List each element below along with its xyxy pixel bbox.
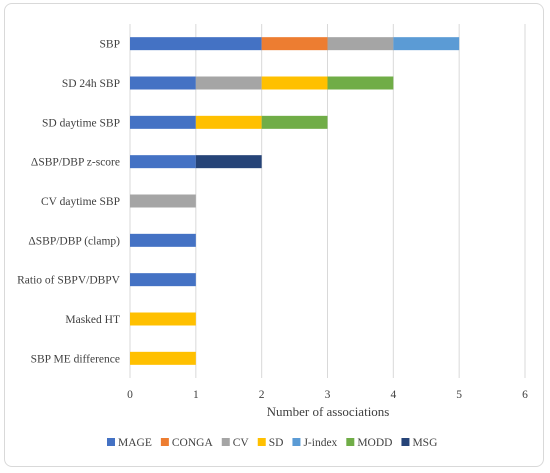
bar-segment-sd — [195, 115, 262, 129]
bar-segment-msg — [195, 155, 262, 169]
legend-label: MAGE — [118, 437, 152, 449]
x-tick-label-3: 3 — [325, 389, 331, 401]
legend-label: CV — [233, 437, 250, 449]
bar-segment-conga — [261, 37, 328, 51]
bar-segment-modd — [261, 115, 328, 129]
bar-segment-sd — [261, 76, 328, 90]
category-label: Ratio of SBPV/DBPV — [17, 275, 121, 287]
legend-swatch — [401, 438, 410, 446]
x-tick-label-1: 1 — [193, 389, 199, 401]
category-label: ΔSBP/DBP (clamp) — [28, 235, 120, 247]
bar-segment-cv — [327, 37, 394, 51]
bar-segment-j-index — [393, 37, 460, 51]
x-tick-label-0: 0 — [127, 389, 133, 401]
bar-segment-mage — [130, 76, 196, 90]
bar-segment-cv — [130, 194, 196, 208]
bar-segment-mage — [130, 37, 262, 51]
bar-segment-mage — [130, 155, 196, 169]
x-tick-label-4: 4 — [390, 389, 396, 401]
legend-label: MODD — [357, 437, 392, 449]
legend-label: MSG — [412, 437, 437, 449]
x-tick-label-5: 5 — [456, 389, 462, 401]
category-label: ΔSBP/DBP z-score — [31, 157, 120, 169]
legend-swatch — [221, 438, 230, 446]
bar-segment-mage — [130, 273, 196, 287]
category-label: SBP ME difference — [31, 353, 120, 365]
legend-label: CONGA — [172, 437, 214, 449]
legend-label: J-index — [303, 437, 337, 449]
category-label: SBP — [100, 39, 120, 51]
x-tick-labels: 0 1 2 3 4 5 6 — [127, 389, 528, 401]
bar-segment-cv — [195, 76, 262, 90]
category-label: SD daytime SBP — [42, 117, 120, 129]
bar-segment-sd — [130, 312, 196, 326]
bars — [130, 37, 460, 365]
legend-swatch — [346, 438, 355, 446]
legend: MAGE CONGA CV SD J-index MODD MSG — [107, 437, 437, 449]
legend-swatch — [160, 438, 169, 446]
legend-swatch — [257, 438, 266, 446]
category-label: SD 24h SBP — [62, 78, 120, 90]
category-label: CV daytime SBP — [41, 196, 120, 208]
bar-segment-mage — [130, 115, 196, 129]
bar-segment-modd — [327, 76, 394, 90]
legend-label: SD — [269, 437, 284, 449]
x-tick-label-6: 6 — [522, 389, 528, 401]
x-tick-label-2: 2 — [259, 389, 265, 401]
legend-swatch — [107, 438, 115, 446]
bar-segment-mage — [130, 233, 196, 247]
legend-swatch — [292, 438, 301, 446]
bar-segment-sd — [130, 351, 196, 365]
category-label: Masked HT — [65, 314, 120, 326]
category-labels: SBP SD 24h SBP SD daytime SBP ΔSBP/DBP z-sc… — [17, 39, 121, 366]
x-axis-title: Number of associations — [267, 404, 390, 419]
